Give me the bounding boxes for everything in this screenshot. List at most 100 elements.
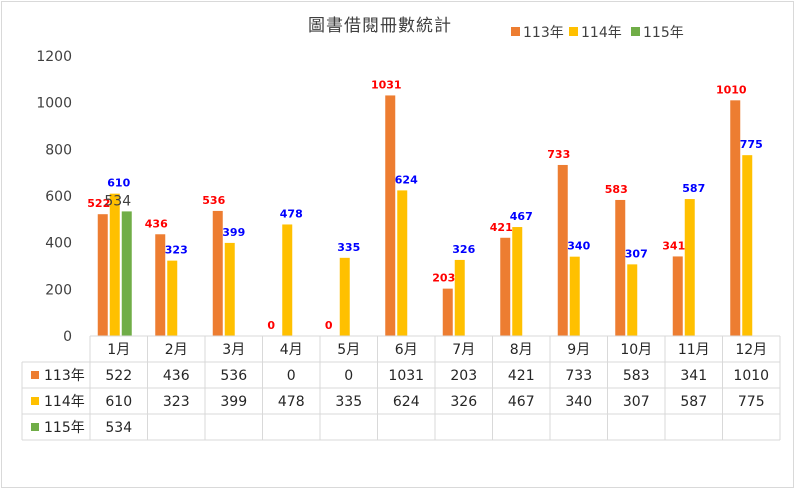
bar: [212, 210, 223, 336]
data-label: 326: [452, 243, 475, 256]
legend-label: 115年: [643, 25, 684, 41]
data-label: 436: [145, 217, 168, 230]
table-cell: 1031: [388, 368, 424, 384]
bar: [385, 95, 396, 336]
table-header-cell: 8月: [510, 342, 533, 358]
data-label: 478: [280, 207, 303, 220]
table-header-cell: 4月: [280, 342, 303, 358]
table-header-cell: 2月: [165, 342, 188, 358]
table-cell: 733: [565, 368, 592, 384]
table-row-label: 113年: [44, 368, 85, 384]
data-label: 534: [104, 193, 131, 209]
table-legend-key: [31, 423, 39, 431]
bar: [167, 260, 178, 336]
bars: [90, 95, 780, 337]
bar: [282, 224, 293, 336]
data-label: 587: [682, 182, 705, 195]
data-label: 467: [510, 210, 533, 223]
table-cell: 1010: [733, 368, 769, 384]
table-cell: 610: [105, 394, 132, 410]
table-cell: 478: [278, 394, 305, 410]
bar: [557, 164, 568, 336]
table-header-cell: 11月: [678, 342, 710, 358]
bar: [500, 237, 511, 336]
legend-swatch: [569, 27, 578, 36]
data-label: 522: [87, 197, 110, 210]
data-label: 733: [547, 148, 570, 161]
bar: [730, 100, 741, 336]
data-label: 624: [395, 173, 418, 186]
table-header-cell: 10月: [620, 342, 652, 358]
data-label: 323: [165, 244, 188, 257]
y-tick-label: 400: [45, 236, 72, 252]
table-header-cell: 9月: [567, 342, 590, 358]
table-header-cell: 7月: [452, 342, 475, 358]
data-label: 335: [337, 241, 360, 254]
table-cell: 775: [738, 394, 765, 410]
data-label: 340: [567, 240, 590, 253]
data-label: 1010: [716, 83, 747, 96]
legend: 113年 114年 115年: [511, 25, 684, 41]
legend-swatch: [631, 27, 640, 36]
table-cell: 522: [105, 368, 132, 384]
table-row-label: 115年: [44, 420, 85, 436]
table-row-label: 114年: [44, 394, 85, 410]
table-cell: 467: [508, 394, 535, 410]
y-tick-label: 0: [63, 329, 72, 345]
table-cell: 536: [220, 368, 247, 384]
data-label: 203: [432, 272, 455, 285]
bar: [397, 190, 408, 336]
y-tick-label: 800: [45, 142, 72, 158]
bar: [512, 227, 523, 336]
table-header-cell: 6月: [395, 342, 418, 358]
data-label: 307: [625, 247, 648, 260]
y-tick-label: 1000: [36, 96, 72, 112]
legend-label: 114年: [581, 25, 622, 41]
table-cell: 203: [450, 368, 477, 384]
data-label: 0: [267, 319, 275, 332]
table-header-cell: 5月: [337, 342, 360, 358]
data-label: 775: [740, 138, 763, 151]
data-label: 1031: [371, 78, 402, 91]
bar: [742, 155, 753, 336]
table-cell: 340: [565, 394, 592, 410]
data-table: 1月 2月 3月 4月 5月 6月 7月 8月 9月 10月 11月 12月 113年 522 436 536…: [21, 335, 781, 441]
data-label: 399: [222, 226, 245, 239]
table-cell: 624: [393, 394, 420, 410]
data-labels: 522 436 536 0 0 1031 203 421 733 583 341 1010 610 323…: [87, 78, 762, 332]
data-label: 421: [490, 221, 513, 234]
table-cell: 0: [344, 368, 353, 384]
table-cell: 399: [220, 394, 247, 410]
data-label: 583: [605, 183, 628, 196]
y-axis: 0 200 400 600 800 1000 1200: [36, 49, 72, 345]
bar: [615, 199, 626, 336]
data-label: 0: [325, 319, 333, 332]
bar: [155, 234, 166, 336]
bar: [627, 264, 638, 336]
table-cell: 534: [105, 420, 132, 436]
data-label: 536: [202, 194, 225, 207]
table-cell: 421: [508, 368, 535, 384]
table-header-cell: 3月: [222, 342, 245, 358]
y-tick-label: 1200: [36, 49, 72, 65]
bar: [121, 211, 132, 336]
table-cell: 0: [287, 368, 296, 384]
table-cell: 307: [623, 394, 650, 410]
bar: [339, 257, 350, 336]
bar: [97, 214, 108, 336]
table-cell: 583: [623, 368, 650, 384]
bar: [672, 256, 683, 336]
bar: [569, 256, 580, 336]
table-cell: 326: [450, 394, 477, 410]
bar: [224, 242, 235, 336]
table-legend-key: [31, 371, 39, 379]
table-cell: 341: [680, 368, 707, 384]
bar: [684, 199, 695, 336]
y-tick-label: 200: [45, 282, 72, 298]
table-cell: 335: [335, 394, 362, 410]
table-legend-key: [31, 397, 39, 405]
y-tick-label: 600: [45, 189, 72, 205]
data-label: 341: [662, 239, 685, 252]
data-label: 610: [107, 177, 130, 190]
